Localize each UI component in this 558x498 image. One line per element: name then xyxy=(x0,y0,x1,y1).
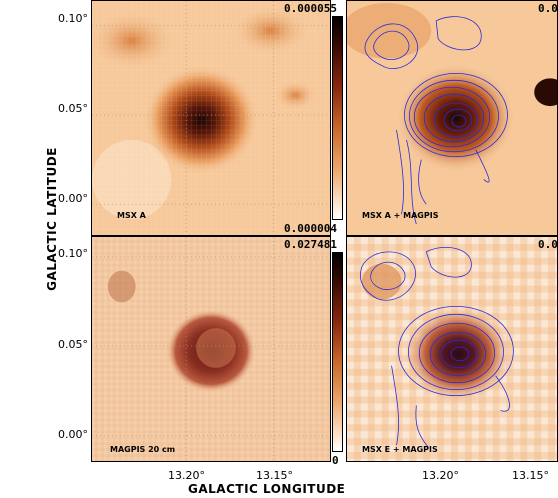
colorbar-max-value: 0.0 xyxy=(538,238,558,251)
y-tick-label: 0.00° xyxy=(58,428,88,441)
y-tick-label: 0.10° xyxy=(58,247,88,260)
x-axis-title: GALACTIC LONGITUDE xyxy=(188,482,346,496)
map-panel-msx-e-magpis: MSX E + MAGPIS xyxy=(346,236,558,462)
panel-label: MSX E + MAGPIS xyxy=(362,445,438,454)
panel-label: MAGPIS 20 cm xyxy=(110,445,176,454)
y-tick-label: 0.05° xyxy=(58,338,88,351)
x-tick-label: 13.20° xyxy=(168,469,205,482)
x-tick-label: 13.20° xyxy=(422,469,459,482)
x-tick-label: 13.15° xyxy=(256,469,293,482)
colorbar-max-value: 0.0 xyxy=(538,2,558,15)
y-tick-label: 0.00° xyxy=(58,192,88,205)
panel-label: MSX A xyxy=(117,211,146,220)
y-tick-label: 0.05° xyxy=(58,102,88,115)
map-panel-msx-a: MSX A xyxy=(91,0,331,236)
map-panel-magpis-20cm: MAGPIS 20 cm xyxy=(91,236,331,462)
colorbar-max-value: 0.027481 xyxy=(284,238,337,251)
map-panel-msx-a-magpis: MSX A + MAGPIS xyxy=(346,0,558,236)
y-tick-label: 0.10° xyxy=(58,12,88,25)
y-axis-title: GALACTIC LATITUDE xyxy=(45,147,59,291)
panel-label: MSX A + MAGPIS xyxy=(362,211,439,220)
colorbar-min-value: 0 xyxy=(332,454,339,467)
colorbar-min-value: 0.000004 xyxy=(284,222,337,235)
x-tick-label: 13.15° xyxy=(512,469,549,482)
colorbar xyxy=(332,252,343,452)
colorbar xyxy=(332,16,343,220)
colorbar-max-value: 0.000055 xyxy=(284,2,337,15)
